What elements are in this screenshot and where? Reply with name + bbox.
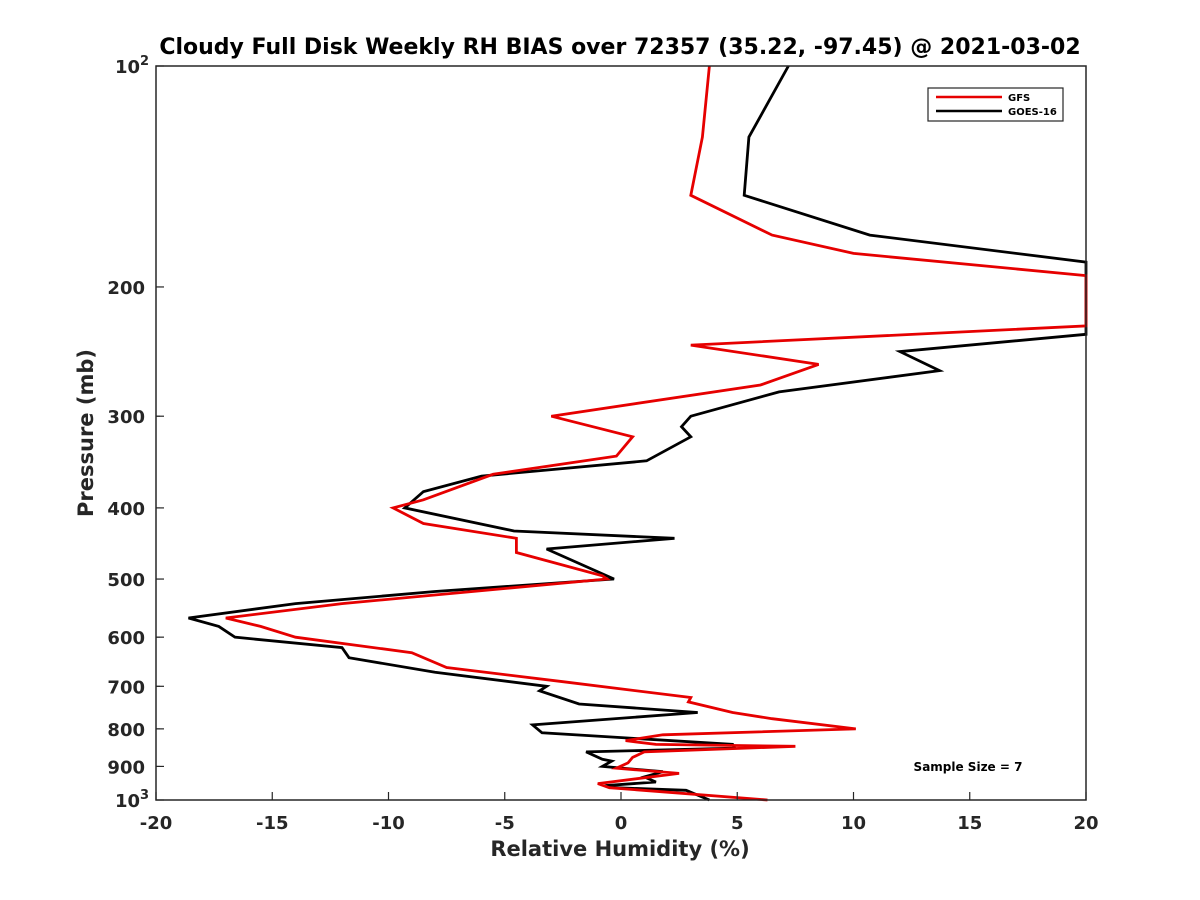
legend-entry-label: GOES-16 xyxy=(1008,107,1057,118)
y-tick-label: 400 xyxy=(107,499,145,520)
chart-title: Cloudy Full Disk Weekly RH BIAS over 723… xyxy=(159,35,1080,60)
legend-box xyxy=(927,87,1064,122)
series-line-goes-16 xyxy=(188,65,1088,802)
x-tick-label: 5 xyxy=(731,813,744,834)
x-tick-label: 20 xyxy=(1073,813,1098,834)
x-tick-label: -15 xyxy=(256,813,289,834)
x-tick-label: -20 xyxy=(140,813,173,834)
y-axis-label: Pressure (mb) xyxy=(74,349,98,517)
y-tick-label: 10 xyxy=(115,791,140,812)
legend: GFS GOES-16 xyxy=(927,87,1064,122)
y-tick-label: 900 xyxy=(107,757,145,778)
y-tick-label: 10 xyxy=(115,57,140,78)
y-tick-label: 200 xyxy=(107,278,145,299)
y-tick-label: 700 xyxy=(107,677,145,698)
x-tick-label: -10 xyxy=(372,813,405,834)
y-tick-label: 500 xyxy=(107,570,145,591)
series-line-gfs xyxy=(225,65,1088,802)
y-tick-label: 600 xyxy=(107,628,145,649)
x-tick-label: -5 xyxy=(495,813,515,834)
sample-size-annotation: Sample Size = 7 xyxy=(914,760,1023,774)
x-tick-label: 15 xyxy=(957,813,982,834)
legend-entry-label: GFS xyxy=(1008,93,1030,104)
x-tick-label: 10 xyxy=(841,813,866,834)
y-tick-label: 300 xyxy=(107,407,145,428)
x-axis-label: Relative Humidity (%) xyxy=(490,837,749,861)
y-tick-exponent: 2 xyxy=(140,54,149,69)
y-tick-label: 800 xyxy=(107,720,145,741)
y-tick-exponent: 3 xyxy=(140,788,149,803)
series-layer xyxy=(188,65,1088,802)
x-tick-label: 0 xyxy=(615,813,628,834)
